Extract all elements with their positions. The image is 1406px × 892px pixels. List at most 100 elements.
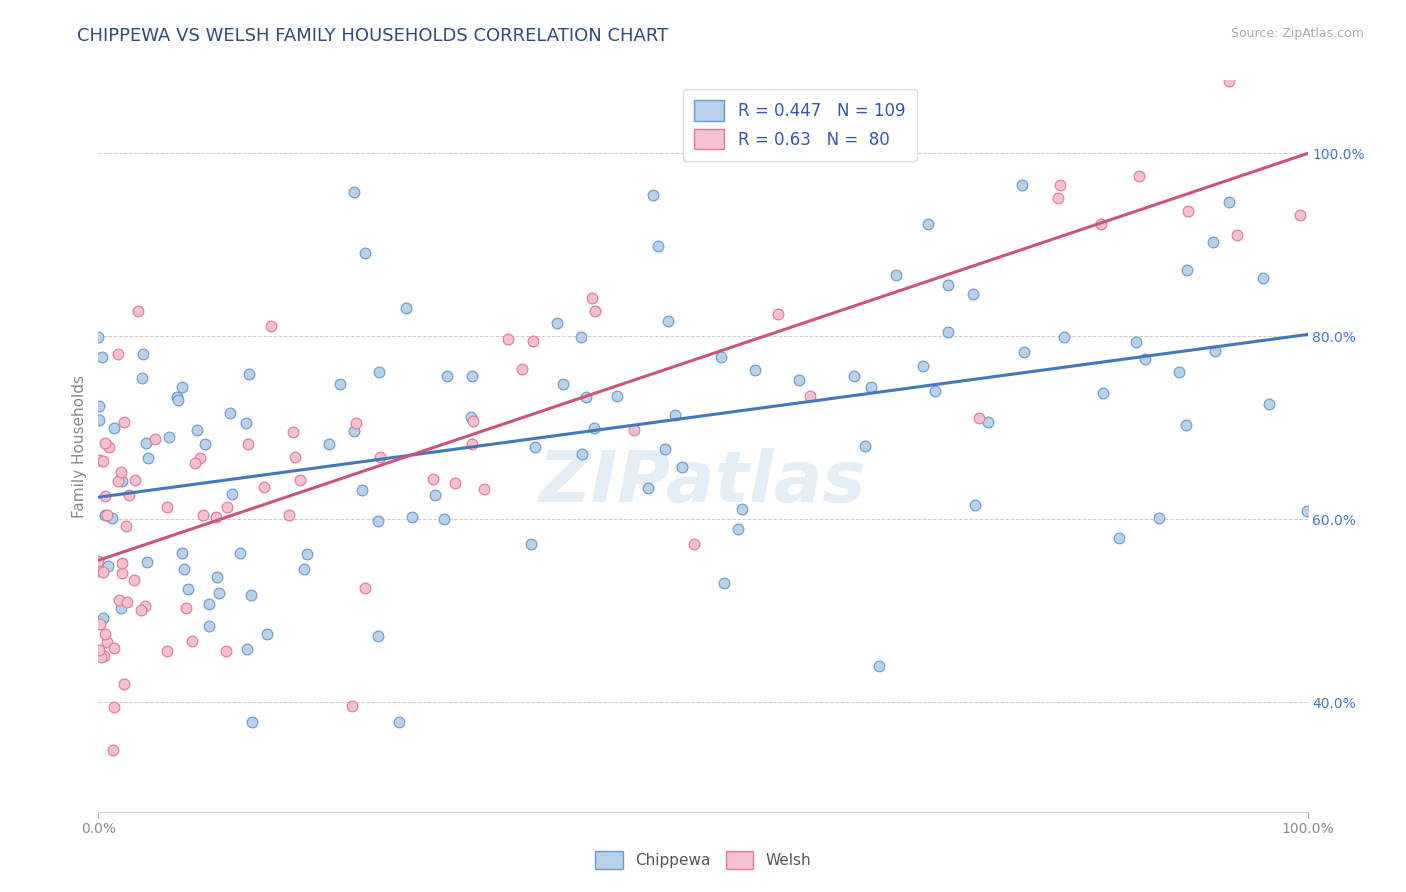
Point <box>205 570 228 584</box>
Point <box>1226 228 1249 243</box>
Point <box>112 676 135 690</box>
Point <box>318 437 340 451</box>
Point <box>1257 397 1279 411</box>
Point <box>388 714 411 729</box>
Point <box>110 601 132 615</box>
Point <box>1251 270 1274 285</box>
Point <box>93 648 115 663</box>
Point <box>727 522 749 536</box>
Point <box>1175 418 1198 433</box>
Point <box>401 510 423 524</box>
Point <box>710 350 733 364</box>
Point <box>730 501 752 516</box>
Point <box>1047 191 1070 205</box>
Point <box>606 389 628 403</box>
Point <box>860 379 883 393</box>
Point <box>115 595 138 609</box>
Point <box>1147 511 1170 525</box>
Point <box>967 411 990 425</box>
Point <box>936 325 959 339</box>
Point <box>510 362 533 376</box>
Legend: R = 0.447   N = 109, R = 0.63   N =  80: R = 0.447 N = 109, R = 0.63 N = 80 <box>683 88 917 161</box>
Point <box>581 291 603 305</box>
Point <box>166 390 188 404</box>
Point <box>582 421 605 435</box>
Point <box>1204 343 1226 358</box>
Point <box>886 268 908 283</box>
Point <box>235 417 257 431</box>
Point <box>1168 365 1191 379</box>
Point <box>143 433 166 447</box>
Point <box>583 304 606 318</box>
Point <box>114 519 136 533</box>
Point <box>641 188 664 202</box>
Point <box>136 451 159 466</box>
Point <box>1012 345 1035 359</box>
Point <box>523 441 546 455</box>
Point <box>172 380 194 394</box>
Point <box>354 581 377 595</box>
Point <box>103 421 125 435</box>
Point <box>219 406 242 420</box>
Point <box>236 437 259 451</box>
Point <box>1011 178 1033 193</box>
Point <box>194 437 217 451</box>
Point <box>108 593 131 607</box>
Point <box>1288 208 1310 222</box>
Point <box>136 555 159 569</box>
Point <box>110 465 132 479</box>
Point <box>1133 352 1156 367</box>
Point <box>118 488 141 502</box>
Point <box>90 649 112 664</box>
Point <box>853 438 876 452</box>
Point <box>131 370 153 384</box>
Point <box>1125 334 1147 349</box>
Point <box>135 435 157 450</box>
Point <box>917 217 939 231</box>
Point <box>94 508 117 522</box>
Point <box>292 562 315 576</box>
Point <box>183 456 205 470</box>
Point <box>180 634 202 648</box>
Legend: Chippewa, Welsh: Chippewa, Welsh <box>589 845 817 875</box>
Point <box>1296 504 1319 518</box>
Point <box>963 499 986 513</box>
Point <box>868 659 890 673</box>
Point <box>96 508 118 522</box>
Point <box>101 510 124 524</box>
Point <box>647 238 669 252</box>
Point <box>103 743 125 757</box>
Point <box>295 547 318 561</box>
Point <box>87 554 110 568</box>
Point <box>91 565 114 579</box>
Point <box>657 314 679 328</box>
Point <box>112 415 135 429</box>
Point <box>93 436 115 450</box>
Point <box>259 318 281 333</box>
Point <box>176 582 198 596</box>
Text: CHIPPEWA VS WELSH FAMILY HOUSEHOLDS CORRELATION CHART: CHIPPEWA VS WELSH FAMILY HOUSEHOLDS CORR… <box>77 27 669 45</box>
Point <box>1128 169 1150 183</box>
Point <box>815 125 838 139</box>
Point <box>664 408 686 422</box>
Point <box>87 400 110 414</box>
Point <box>842 368 865 383</box>
Point <box>472 482 495 496</box>
Point <box>221 487 243 501</box>
Point <box>159 429 181 443</box>
Point <box>290 473 312 487</box>
Point <box>367 629 389 643</box>
Point <box>519 537 541 551</box>
Point <box>766 307 789 321</box>
Point <box>278 508 301 522</box>
Point <box>134 599 156 613</box>
Point <box>167 393 190 408</box>
Point <box>253 480 276 494</box>
Point <box>344 417 367 431</box>
Point <box>107 347 129 361</box>
Point <box>156 643 179 657</box>
Point <box>256 626 278 640</box>
Point <box>103 700 125 714</box>
Point <box>343 424 366 438</box>
Point <box>87 330 110 344</box>
